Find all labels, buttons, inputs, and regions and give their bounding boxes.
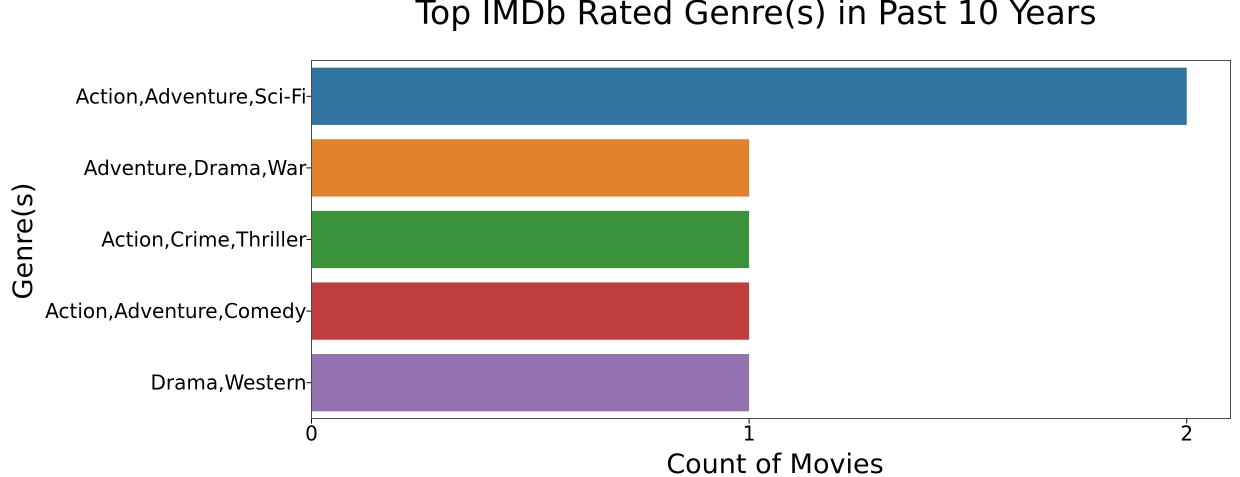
bar (311, 67, 1187, 125)
bar (311, 282, 750, 340)
x-ticks: 0 1 2 (305, 418, 1193, 446)
bar (311, 139, 750, 197)
bar (311, 210, 750, 269)
y-tick-label: Action,Adventure,Comedy (45, 299, 306, 323)
y-tick-label: Adventure,Drama,War (84, 156, 308, 180)
y-axis-label: Genre(s) (8, 183, 39, 300)
y-tick-label: Drama,Western (151, 371, 307, 395)
y-tick-label: Action,Adventure,Sci-Fi (76, 84, 307, 108)
y-ticks: Action,Adventure,Sci-Fi Adventure,Drama,W… (45, 84, 312, 395)
x-tick-label: 1 (743, 422, 756, 446)
chart-title: Top IMDb Rated Genre(s) in Past 10 Years (414, 0, 1096, 32)
x-axis-label: Count of Movies (666, 449, 883, 477)
y-tick-label: Action,Crime,Thriller (101, 228, 307, 252)
x-tick-label: 2 (1180, 422, 1193, 446)
plot-frame (311, 60, 1231, 419)
x-tick-label: 0 (305, 422, 318, 446)
bar (311, 354, 750, 412)
bars-layer (311, 67, 1187, 412)
